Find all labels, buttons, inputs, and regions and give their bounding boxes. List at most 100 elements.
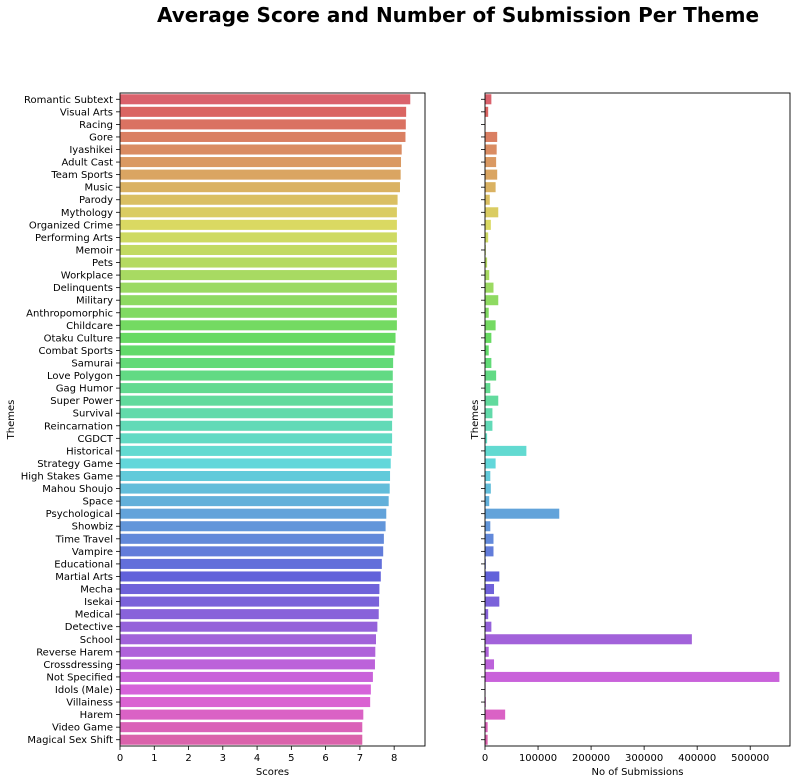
- score-bar-40: [120, 596, 380, 607]
- theme-label-24: Super Power: [50, 396, 114, 407]
- submission-bar-51: [485, 734, 488, 745]
- submissions-y-ticks: [481, 98, 485, 741]
- score-bar-18: [120, 320, 397, 331]
- submission-bar-45: [485, 659, 495, 670]
- theme-label-38: Martial Arts: [55, 572, 113, 583]
- submission-bar-30: [485, 470, 491, 482]
- theme-label-15: Delinquents: [53, 283, 113, 294]
- score-bar-51: [120, 734, 363, 745]
- theme-label-13: Pets: [92, 258, 113, 269]
- theme-label-33: Psychological: [46, 509, 113, 520]
- theme-label-37: Educational: [54, 559, 113, 570]
- score-bar-8: [120, 194, 398, 205]
- score-bar-11: [120, 232, 397, 243]
- score-bar-27: [120, 433, 393, 444]
- theme-label-40: Isekai: [84, 597, 113, 608]
- theme-label-51: Magical Sex Shift: [27, 735, 113, 746]
- theme-label-18: Childcare: [66, 321, 113, 332]
- theme-label-12: Memoir: [75, 245, 113, 256]
- score-bar-41: [120, 609, 379, 620]
- theme-label-49: Harem: [80, 710, 113, 721]
- score-bar-46: [120, 671, 373, 682]
- theme-label-48: Villainess: [66, 698, 113, 709]
- submission-bar-10: [485, 219, 491, 230]
- scores-bars: [120, 94, 411, 745]
- score-x-tick-label-7: 7: [357, 753, 363, 764]
- submission-bar-43: [485, 634, 692, 645]
- submissions-y-axis-label: Themes: [470, 400, 481, 441]
- score-bar-24: [120, 395, 393, 406]
- theme-label-32: Space: [83, 497, 113, 508]
- submission-bar-49: [485, 709, 506, 720]
- theme-label-27: CGDCT: [77, 434, 113, 445]
- scores-y-axis-label: Themes: [6, 400, 17, 441]
- score-x-tick-label-0: 0: [117, 753, 123, 764]
- theme-label-34: Showbiz: [72, 522, 113, 533]
- figure-title: Average Score and Number of Submission P…: [157, 3, 759, 27]
- theme-label-43: School: [80, 635, 113, 646]
- score-x-tick-label-3: 3: [220, 753, 226, 764]
- score-bar-16: [120, 295, 397, 306]
- submission-bar-5: [485, 157, 497, 168]
- score-bar-39: [120, 584, 380, 595]
- score-bar-38: [120, 571, 381, 582]
- score-bar-17: [120, 307, 397, 318]
- theme-label-42: Detective: [65, 622, 113, 633]
- theme-label-14: Workplace: [61, 271, 113, 282]
- score-bar-36: [120, 546, 384, 557]
- theme-label-44: Reverse Harem: [36, 647, 113, 658]
- theme-label-7: Music: [85, 183, 113, 194]
- score-x-tick-label-6: 6: [322, 753, 328, 764]
- theme-label-39: Mecha: [80, 585, 113, 596]
- score-bar-47: [120, 684, 371, 695]
- theme-label-46: Not Specified: [46, 672, 113, 683]
- submission-bar-20: [485, 345, 489, 356]
- submission-bar-33: [485, 508, 560, 519]
- theme-label-41: Medical: [75, 610, 113, 621]
- theme-label-50: Video Game: [52, 723, 113, 734]
- submission-bar-42: [485, 621, 492, 632]
- score-bar-2: [120, 119, 406, 130]
- score-bar-35: [120, 533, 384, 544]
- submissions-bars: [485, 94, 780, 745]
- submission-bar-14: [485, 270, 490, 281]
- score-x-tick-label-8: 8: [391, 753, 397, 764]
- score-bar-3: [120, 131, 406, 142]
- submission-bar-22: [485, 370, 497, 381]
- submission-bar-1: [485, 106, 489, 117]
- theme-label-5: Adult Cast: [62, 158, 114, 169]
- score-x-tick-label-5: 5: [288, 753, 294, 764]
- submission-bar-11: [485, 232, 489, 243]
- submission-bar-15: [485, 282, 494, 293]
- score-bar-48: [120, 697, 371, 708]
- submission-bar-7: [485, 182, 496, 193]
- submission-bar-21: [485, 357, 492, 369]
- score-bar-23: [120, 383, 393, 394]
- score-bar-22: [120, 370, 393, 381]
- theme-label-16: Military: [76, 296, 113, 307]
- score-bar-4: [120, 144, 402, 155]
- submission-bar-31: [485, 483, 491, 494]
- submissions-chart: 0 100000 200000 300000 400000 500000 No of Su…: [470, 92, 791, 778]
- score-bar-44: [120, 646, 376, 657]
- submission-x-tick-label-2: 200000: [572, 753, 610, 764]
- scores-axes-frame: [119, 92, 426, 747]
- submission-bar-26: [485, 420, 493, 431]
- submission-x-tick-label-1: 100000: [519, 753, 557, 764]
- theme-label-47: Idols (Male): [55, 685, 113, 696]
- submission-bar-29: [485, 458, 496, 469]
- theme-label-29: Strategy Game: [37, 459, 113, 470]
- score-bar-26: [120, 420, 393, 431]
- theme-label-6: Team Sports: [50, 170, 113, 181]
- theme-label-10: Organized Crime: [29, 220, 113, 231]
- submission-bar-28: [485, 445, 527, 456]
- submissions-x-tick-labels: 0 100000 200000 300000 400000 500000: [482, 746, 769, 764]
- theme-label-1: Visual Arts: [60, 107, 113, 118]
- submission-x-tick-label-4: 400000: [678, 753, 716, 764]
- theme-label-9: Mythology: [61, 208, 113, 219]
- score-bar-10: [120, 219, 397, 230]
- submission-x-tick-label-5: 500000: [731, 753, 769, 764]
- theme-label-11: Performing Arts: [35, 233, 113, 244]
- score-bar-34: [120, 521, 386, 532]
